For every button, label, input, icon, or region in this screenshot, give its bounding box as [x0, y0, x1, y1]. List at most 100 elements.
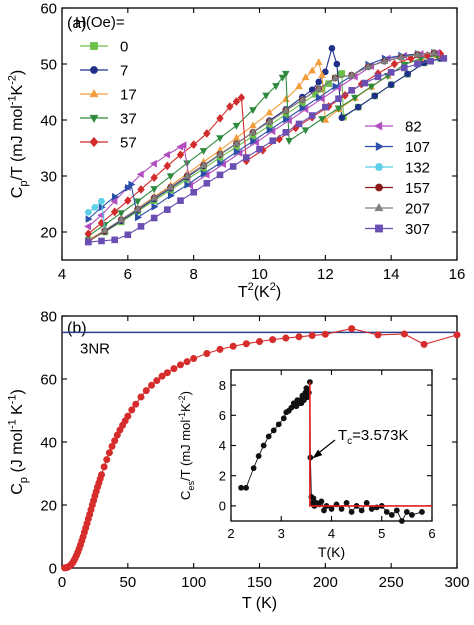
panel-b-x-label: T (K)	[242, 595, 277, 612]
panel-a-series-37	[84, 52, 442, 241]
y-label-sup: -1	[7, 95, 19, 105]
panel-a-data-point	[190, 188, 197, 196]
inset-y-tick-label: 8	[219, 378, 226, 393]
panel-a-data-point	[226, 102, 234, 111]
inset-data-point	[318, 498, 325, 505]
panel-a-data-point	[203, 129, 211, 138]
panel-a-data-point	[361, 79, 369, 87]
panel-a-data-point	[283, 115, 291, 124]
inset-data-point	[270, 427, 277, 434]
panel-b-x-tick-label: 50	[119, 574, 136, 591]
annotation-sub: c	[347, 436, 352, 447]
inset-data-point	[419, 509, 425, 515]
inset-data-point	[275, 421, 282, 428]
panel-a-data-point	[85, 238, 92, 246]
y-label-main: C	[178, 491, 193, 500]
inset-data-point	[328, 506, 335, 512]
panel-a-data-point	[217, 159, 225, 167]
panel-a-data-point	[387, 69, 395, 76]
inset-data-point	[403, 509, 410, 515]
inset-data-point	[255, 453, 262, 459]
panel-a-data-point	[387, 81, 395, 89]
panel-b-data-point	[108, 442, 116, 450]
y-label-sub: p	[18, 477, 30, 483]
legend-entry-label: 107	[405, 139, 430, 156]
panel-b-data-point	[420, 340, 428, 348]
inset-y-tick-label: 4	[219, 438, 226, 453]
panel-a-label: (a)	[67, 15, 87, 32]
panel-a-data-point	[179, 141, 187, 150]
panel-a-data-point	[371, 92, 379, 100]
panel-b-data-point	[142, 387, 150, 395]
panel-a-data-point	[163, 150, 171, 159]
panel-a-data-point	[232, 97, 241, 106]
legend-swatch-marker	[375, 183, 383, 192]
panel-b-data-point	[216, 345, 224, 353]
panel-b-data-point	[177, 361, 185, 369]
panel-a-data-point	[440, 55, 448, 62]
panel-a-data-point	[367, 83, 376, 91]
panel-a-data-point	[265, 117, 274, 125]
legend-entry-label: 17	[120, 87, 137, 104]
panel-b-y-tick-label: 40	[40, 434, 57, 451]
panel-b-data-point	[269, 336, 277, 344]
inset-data-point	[238, 484, 244, 491]
panel-a-data-point	[282, 70, 290, 78]
panel-a-data-point	[97, 198, 106, 205]
reference-line-label: 3NR	[80, 340, 110, 357]
inset-y-tick-label: 6	[219, 408, 226, 423]
panel-a-data-point	[272, 83, 280, 91]
panel-b-data-point	[282, 334, 290, 342]
inset-data-point	[265, 433, 272, 440]
panel-b-x-tick-label: 200	[313, 574, 338, 591]
legend-swatch-marker	[374, 163, 384, 171]
legend-swatch-marker	[89, 136, 99, 148]
inset-y-tick-label: 2	[219, 468, 226, 483]
legend-entry-label: 157	[405, 180, 430, 197]
panel-a-data-point	[404, 70, 411, 78]
legend-entry-label: 132	[405, 160, 430, 177]
panel-a-data-point	[407, 54, 415, 63]
panel-b-data-point	[453, 331, 461, 339]
y-label-end: )	[9, 389, 26, 394]
inset-y-label: Ces/T (mJ mol-1K-2)	[177, 391, 196, 500]
panel-a-data-point	[233, 148, 241, 156]
panel-b-data-point	[137, 393, 145, 401]
panel-a-data-point	[334, 105, 343, 113]
panel-a-data-point	[166, 173, 175, 181]
panel-a-series-line	[87, 52, 434, 220]
y-label-rest: (J mol	[9, 429, 26, 477]
panel-b-x-tick-label: 150	[247, 574, 272, 591]
inset-data-point	[321, 507, 327, 514]
panel-a-data-point	[189, 140, 198, 150]
panel-a-x-tick-label: 6	[124, 266, 132, 283]
legend-entry-label: 307	[405, 221, 430, 238]
x-label-unit: (K	[254, 284, 270, 301]
panel-a-data-point	[295, 120, 303, 128]
panel-a-data-point	[338, 70, 346, 77]
panel-b-data-point	[163, 369, 171, 377]
panel-a-series-line	[88, 52, 435, 242]
panel-a-data-point	[85, 215, 93, 223]
legend-swatch-marker	[90, 66, 98, 74]
panel-a-data-point	[430, 48, 438, 56]
panel-a-data-point	[135, 213, 142, 222]
panel-a-data-point	[91, 204, 99, 211]
y-label-main: C	[9, 483, 26, 495]
panel-a-y-label: Cp/T (mJ mol-1K-2)	[7, 70, 30, 198]
panel-a-data-point	[216, 171, 224, 179]
panel-b-data-point	[255, 338, 263, 346]
panel-a-data-point	[301, 127, 310, 135]
panel-a-x-tick-label: 12	[317, 266, 334, 283]
panel-b-data-point	[348, 325, 356, 333]
panel-b-data-point	[190, 355, 198, 363]
panel-a-x-tick-label: 4	[58, 266, 66, 283]
panel-a-data-point	[110, 197, 118, 206]
legend-swatch-marker	[375, 224, 383, 233]
panel-a-data-point	[331, 73, 340, 81]
panel-a-data-point	[295, 82, 303, 90]
